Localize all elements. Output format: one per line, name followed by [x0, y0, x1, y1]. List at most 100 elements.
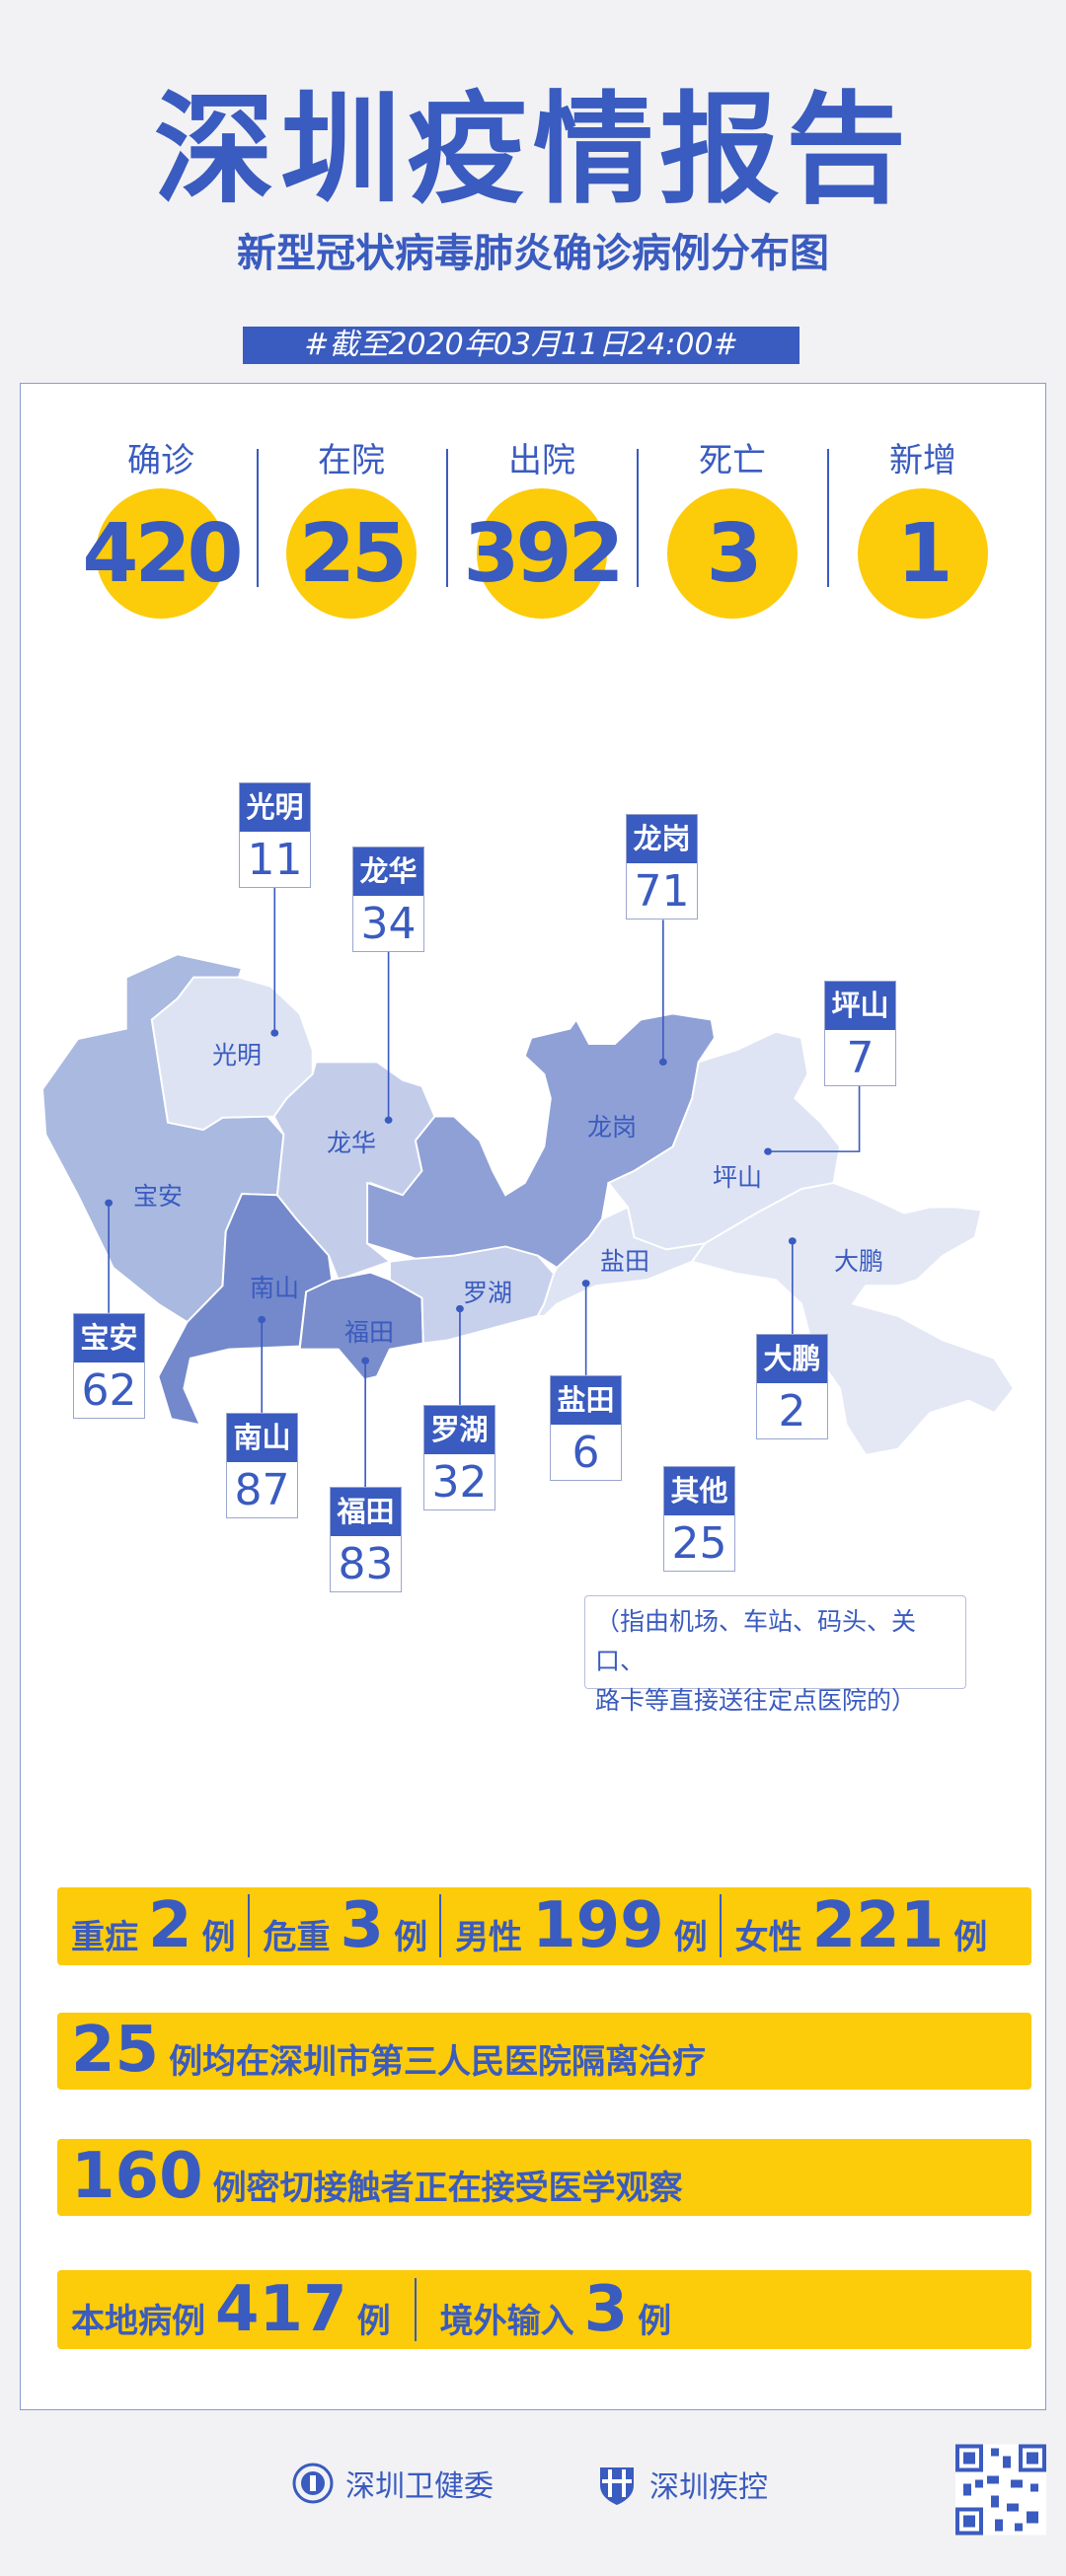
- bar-label: 女性: [734, 1918, 802, 1957]
- callout-guangming: 光明 11: [239, 782, 311, 888]
- callout-leaders: [108, 886, 861, 1488]
- callout-value: 7: [846, 1033, 875, 1083]
- callout-name: 罗湖: [424, 1406, 495, 1454]
- as-of-date: #截至2020年03月11日24:00#: [243, 327, 800, 364]
- bar-label: 重症: [71, 1918, 138, 1957]
- callout-value: 6: [571, 1428, 600, 1478]
- divider: [719, 1894, 722, 1957]
- bar-unit: 例: [638, 2302, 672, 2341]
- bar-unit: 例: [673, 1918, 708, 1957]
- stat-value: 392: [463, 488, 625, 619]
- stat-label: 死亡: [699, 441, 766, 480]
- region-label: 坪山: [712, 1163, 763, 1192]
- shenzhen-map: [41, 886, 1016, 1488]
- callout-nanshan: 南山 87: [226, 1413, 298, 1518]
- divider: [247, 1894, 250, 1957]
- callout-name: 光明: [240, 783, 310, 832]
- region-label: 福田: [343, 1318, 395, 1347]
- map-region-yantian: [536, 1206, 708, 1317]
- callout-name: 大鹏: [757, 1335, 827, 1383]
- bar-value: 3: [340, 1889, 385, 1962]
- region-label: 南山: [249, 1274, 300, 1302]
- callout-name: 福田: [331, 1488, 401, 1536]
- stat-value: 420: [82, 488, 244, 619]
- divider: [446, 449, 448, 587]
- callout-dots: [105, 1029, 797, 1364]
- divider: [827, 449, 829, 587]
- callout-value: 34: [360, 899, 417, 949]
- note-line: 路卡等直接送往定点医院的）: [595, 1686, 917, 1715]
- callout-name: 宝安: [74, 1314, 144, 1362]
- region-label: 盐田: [599, 1247, 650, 1276]
- footer: 深圳卫健委 深圳疾控: [0, 2462, 1066, 2521]
- map-region-dapeng: [690, 1182, 1016, 1456]
- bar-unit: 例: [356, 2302, 391, 2341]
- callout-name: 龙华: [353, 847, 423, 896]
- other-note: （指由机场、车站、码头、关口、路卡等直接送往定点医院的）: [584, 1595, 966, 1715]
- callout-yantian: 盐田 6: [550, 1375, 622, 1481]
- callout-pingshan: 坪山 7: [824, 981, 896, 1086]
- bar-label: 危重: [263, 1918, 331, 1957]
- severity-gender-bar: 重症 2 例 危重 3 例 男性 199 例 女性 221 例: [57, 1887, 1031, 1965]
- map-region-futian: [298, 1271, 424, 1381]
- callout-value: 2: [778, 1386, 806, 1436]
- bar-value: 221: [811, 1889, 945, 1962]
- map-region-nanshan: [157, 1193, 334, 1427]
- stat-discharged: 出院 392: [448, 439, 636, 619]
- region-label: 龙岗: [586, 1113, 638, 1141]
- page-subtitle: 新型冠状病毒肺炎确诊病例分布图: [237, 231, 829, 276]
- callout-name: 其他: [664, 1467, 734, 1515]
- callout-dapeng: 大鹏 2: [756, 1334, 828, 1439]
- region-label: 大鹏: [833, 1247, 884, 1276]
- region-label: 龙华: [326, 1129, 377, 1157]
- bar-unit: 例: [394, 1918, 428, 1957]
- bar-value: 3: [583, 2273, 629, 2346]
- bar-value: 160: [71, 2140, 203, 2213]
- divider: [637, 449, 639, 587]
- callout-name: 龙岗: [627, 815, 697, 863]
- stat-label: 出院: [508, 441, 575, 480]
- region-label: 光明: [211, 1041, 263, 1069]
- stat-hospitalized: 在院 25: [258, 439, 445, 619]
- callout-value: 11: [247, 835, 303, 885]
- callout-longgang: 龙岗 71: [626, 814, 698, 920]
- stat-value: 3: [667, 488, 798, 619]
- bar-text: 例均在深圳市第三人民医院隔离治疗: [169, 2042, 707, 2082]
- divider: [439, 1894, 442, 1957]
- close-contacts-bar: 160 例密切接触者正在接受医学观察: [57, 2139, 1031, 2216]
- bar-value: 25: [71, 2014, 160, 2087]
- bar-unit: 例: [953, 1918, 988, 1957]
- health-commission-emblem-icon: [292, 2463, 334, 2504]
- callout-other: 其他 25: [663, 1466, 735, 1572]
- divider: [414, 2278, 417, 2341]
- callout-baoan: 宝安 62: [73, 1313, 145, 1419]
- bar-text: 例密切接触者正在接受医学观察: [212, 2169, 683, 2208]
- callout-futian: 福田 83: [330, 1487, 402, 1592]
- isolation-bar: 25 例均在深圳市第三人民医院隔离治疗: [57, 2013, 1031, 2090]
- callout-luohu: 罗湖 32: [423, 1405, 495, 1510]
- callout-name: 盐田: [551, 1376, 621, 1425]
- footer-org-name: 深圳疾控: [649, 2470, 768, 2505]
- footer-org-name: 深圳卫健委: [345, 2469, 494, 2504]
- stat-deaths: 死亡 3: [639, 439, 826, 619]
- stat-label: 确诊: [127, 441, 194, 480]
- region-label: 罗湖: [462, 1279, 513, 1307]
- callout-name: 南山: [227, 1414, 297, 1462]
- callout-value: 87: [234, 1465, 290, 1515]
- callout-value: 83: [338, 1539, 394, 1589]
- callout-value: 32: [431, 1457, 488, 1508]
- qr-code-icon: [955, 2444, 1046, 2536]
- callout-value: 62: [81, 1365, 137, 1416]
- bar-label: 境外输入: [439, 2302, 574, 2341]
- footer-org-health-commission: 深圳卫健委: [292, 2462, 494, 2505]
- callout-value: 25: [671, 1518, 727, 1569]
- callout-name: 坪山: [825, 982, 895, 1030]
- note-line: （指由机场、车站、码头、关口、: [595, 1607, 917, 1675]
- bar-label: 男性: [455, 1918, 523, 1957]
- bar-value: 417: [215, 2273, 347, 2346]
- stat-label: 新增: [889, 441, 956, 480]
- cdc-shield-icon: [600, 2467, 634, 2505]
- bar-label: 本地病例: [71, 2302, 205, 2341]
- callout-longhua: 龙华 34: [352, 846, 424, 952]
- bar-value: 2: [148, 1889, 192, 1962]
